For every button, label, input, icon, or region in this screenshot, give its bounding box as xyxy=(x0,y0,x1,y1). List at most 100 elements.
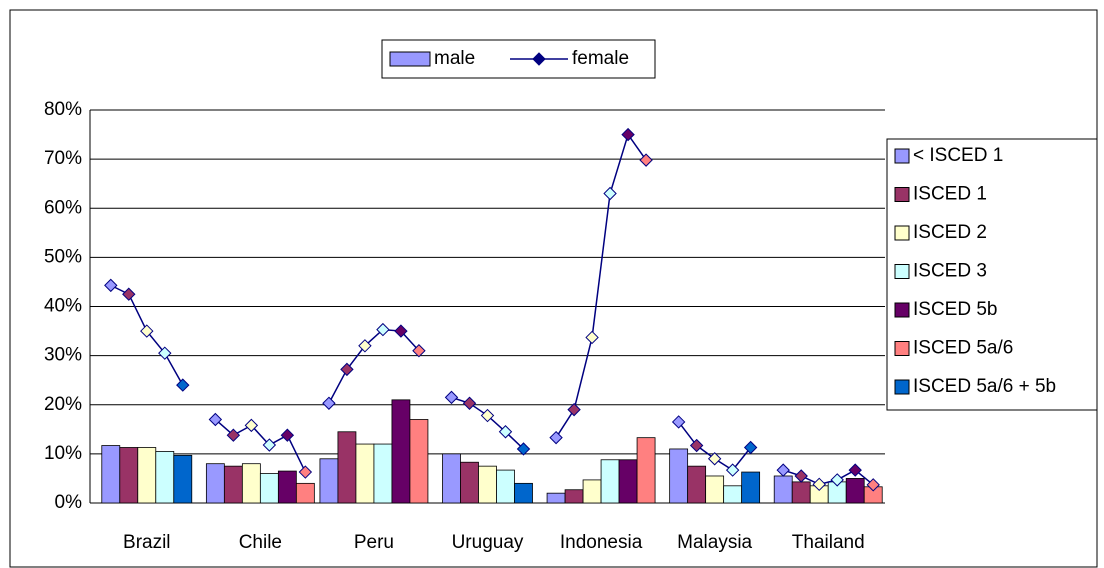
female-marker xyxy=(340,362,354,377)
bar xyxy=(205,463,225,504)
bar xyxy=(137,447,157,504)
x-tick-label: Indonesia xyxy=(560,532,643,553)
legend-label: female xyxy=(572,48,629,69)
female-marker xyxy=(671,415,686,429)
legend-label: ISCED 2 xyxy=(913,222,987,243)
female-marker xyxy=(140,324,154,338)
female-marker xyxy=(830,473,844,487)
legend-marker xyxy=(532,52,546,66)
female-marker xyxy=(621,127,635,142)
x-tick-label: Chile xyxy=(239,532,282,553)
bar xyxy=(773,475,793,504)
female-marker xyxy=(244,418,259,433)
bar xyxy=(259,473,279,504)
female-marker xyxy=(444,390,459,405)
female-marker xyxy=(866,478,880,492)
female-marker xyxy=(498,425,513,439)
bar xyxy=(119,447,139,504)
female-line xyxy=(555,132,647,439)
legend-swatch xyxy=(894,187,910,202)
legend-label: ISCED 3 xyxy=(913,261,987,282)
bar xyxy=(173,454,193,504)
x-tick-label: Brazil xyxy=(123,532,171,553)
x-tick-label: Malaysia xyxy=(677,532,752,553)
bar xyxy=(705,475,725,504)
legend-swatch xyxy=(894,302,910,318)
female-marker xyxy=(394,324,408,338)
y-tick-label: 70% xyxy=(44,148,82,169)
y-tick-label: 0% xyxy=(55,492,83,513)
y-tick-label: 40% xyxy=(44,296,82,317)
female-marker xyxy=(794,469,808,483)
bar xyxy=(636,437,656,504)
legend-label: male xyxy=(434,48,475,69)
female-marker xyxy=(298,465,313,479)
female-marker xyxy=(603,186,617,201)
bar xyxy=(277,470,297,504)
bar xyxy=(741,471,761,504)
bar xyxy=(409,419,429,504)
female-marker xyxy=(585,330,599,345)
bar xyxy=(460,461,479,504)
female-marker xyxy=(122,287,136,301)
female-marker xyxy=(516,442,531,456)
female-marker xyxy=(743,440,758,455)
bar xyxy=(337,431,357,504)
y-tick-label: 80% xyxy=(44,99,82,120)
bar xyxy=(223,465,243,504)
x-tick-label: Uruguay xyxy=(452,532,524,553)
bar xyxy=(373,443,393,504)
bar xyxy=(478,465,497,504)
bar xyxy=(582,479,602,504)
female-marker xyxy=(104,278,118,293)
bar xyxy=(155,451,175,504)
female-marker xyxy=(725,463,740,477)
legend-label: ISCED 5a/6 + 5b xyxy=(913,376,1056,397)
y-tick-label: 20% xyxy=(44,394,82,415)
female-marker xyxy=(812,477,826,492)
female-marker xyxy=(567,402,581,417)
y-tick-label: 10% xyxy=(44,443,82,464)
bar xyxy=(319,458,339,504)
legend-swatch xyxy=(894,225,910,241)
bar xyxy=(496,469,515,504)
y-tick-label: 50% xyxy=(44,246,82,267)
legend-swatch xyxy=(894,148,910,164)
female-marker xyxy=(549,430,563,445)
bar xyxy=(845,478,865,504)
female-marker xyxy=(208,412,223,427)
female-marker xyxy=(689,438,704,453)
female-marker xyxy=(848,463,862,477)
legend-label: ISCED 1 xyxy=(913,184,987,205)
bar xyxy=(600,459,620,504)
female-marker xyxy=(707,452,722,466)
legend-label: ISCED 5b xyxy=(913,299,997,320)
x-tick-label: Peru xyxy=(354,532,394,553)
bar xyxy=(669,448,689,504)
bar xyxy=(564,489,584,504)
female-marker xyxy=(412,344,426,358)
female-marker xyxy=(262,438,277,452)
female-marker xyxy=(226,428,241,442)
bar xyxy=(791,481,811,504)
female-marker xyxy=(158,346,172,360)
legend-swatch xyxy=(389,51,431,67)
bar xyxy=(687,465,707,504)
female-marker xyxy=(176,378,190,392)
female-marker xyxy=(322,396,336,410)
female-marker xyxy=(358,339,372,353)
legend-label: ISCED 5a/6 xyxy=(913,338,1013,359)
legend-swatch xyxy=(894,341,910,356)
bar xyxy=(295,482,315,504)
female-marker xyxy=(280,428,295,442)
female-marker xyxy=(376,322,390,337)
bar xyxy=(101,445,121,504)
x-tick-label: Thailand xyxy=(792,532,865,553)
bar xyxy=(241,463,261,504)
legend-label: < ISCED 1 xyxy=(913,145,1003,166)
bar xyxy=(546,492,566,504)
female-marker xyxy=(480,408,495,423)
female-marker xyxy=(462,396,477,410)
bar xyxy=(391,399,411,504)
